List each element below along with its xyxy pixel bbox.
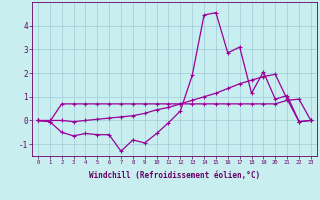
X-axis label: Windchill (Refroidissement éolien,°C): Windchill (Refroidissement éolien,°C): [89, 171, 260, 180]
